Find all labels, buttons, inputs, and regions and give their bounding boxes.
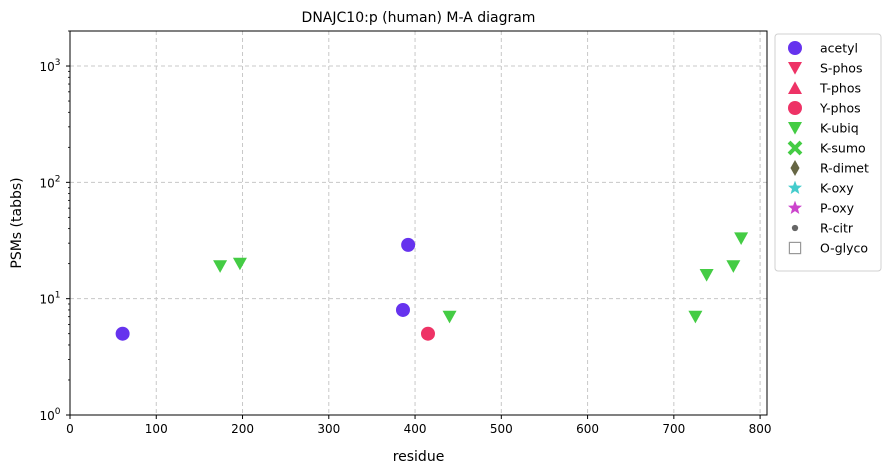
legend-marker-k-ubiq bbox=[788, 122, 802, 135]
data-point-k-ubiq bbox=[726, 260, 741, 273]
legend-label: K-sumo bbox=[820, 141, 866, 156]
y-tick-exponent: 3 bbox=[55, 58, 61, 68]
data-point-acetyl bbox=[401, 237, 416, 252]
legend-marker-o-glyco bbox=[788, 241, 802, 255]
legend-label: R-citr bbox=[820, 221, 854, 236]
y-tick-exponent: 2 bbox=[55, 174, 61, 184]
x-tick-label: 700 bbox=[662, 422, 685, 436]
y-tick-label: 103 bbox=[39, 58, 60, 74]
data-point-acetyl bbox=[395, 302, 410, 317]
x-tick-label: 800 bbox=[749, 422, 772, 436]
legend-marker-k-sumo bbox=[787, 140, 803, 156]
legend-marker-k-oxy bbox=[788, 180, 802, 194]
y-tick-label: 100 bbox=[39, 407, 60, 423]
chart-title: DNAJC10:p (human) M-A diagram bbox=[302, 10, 536, 26]
data-point-acetyl bbox=[115, 326, 130, 341]
data-points bbox=[115, 232, 749, 341]
legend-label: Y-phos bbox=[819, 101, 861, 116]
legend-label: K-oxy bbox=[820, 181, 854, 196]
y-axis-label: PSMs (tabbs) bbox=[9, 177, 25, 268]
legend-marker-r-citr bbox=[791, 224, 799, 232]
legend-label: R-dimet bbox=[820, 161, 869, 176]
legend-marker-k-sumo-stroke bbox=[787, 140, 803, 156]
legend-marker-acetyl bbox=[788, 41, 802, 55]
y-tick-label: 102 bbox=[39, 174, 60, 190]
y-tick-base: 10 bbox=[39, 176, 54, 190]
y-tick-base: 10 bbox=[39, 293, 54, 307]
grid bbox=[70, 31, 767, 415]
legend-label: O-glyco bbox=[820, 241, 868, 256]
legend-marker-t-phos bbox=[788, 81, 802, 94]
x-tick-label: 400 bbox=[404, 422, 427, 436]
data-point-y-phos bbox=[420, 326, 435, 341]
x-tick-label: 300 bbox=[317, 422, 340, 436]
legend-marker-y-phos bbox=[788, 101, 802, 115]
data-point-k-ubiq bbox=[213, 260, 228, 273]
legend: acetyl S-phos T-phos Y-phos K-ubiq K-sumo R-di… bbox=[774, 33, 882, 272]
x-axis: 0 100 200 300 400 500 600 700 800 bbox=[66, 415, 772, 436]
x-tick-label: 200 bbox=[231, 422, 254, 436]
data-point-k-ubiq bbox=[442, 310, 457, 324]
y-tick-base: 10 bbox=[39, 409, 54, 423]
data-point-k-ubiq bbox=[688, 310, 703, 324]
legend-marker-s-phos bbox=[788, 62, 802, 75]
y-tick-exponent: 1 bbox=[55, 291, 61, 301]
legend-label: acetyl bbox=[820, 41, 858, 56]
x-tick-label: 0 bbox=[66, 422, 74, 436]
data-point-k-ubiq bbox=[699, 268, 714, 282]
legend-marker-p-oxy bbox=[788, 200, 802, 214]
x-axis-label: residue bbox=[393, 449, 445, 465]
legend-label: T-phos bbox=[819, 81, 861, 96]
legend-label: P-oxy bbox=[820, 201, 855, 216]
legend-marker-r-dimet bbox=[790, 159, 800, 177]
y-tick-base: 10 bbox=[39, 60, 54, 74]
data-point-k-ubiq bbox=[734, 232, 749, 246]
data-point-k-ubiq bbox=[232, 257, 247, 271]
legend-label: K-ubiq bbox=[820, 121, 859, 136]
y-tick-label: 101 bbox=[39, 291, 60, 307]
x-tick-label: 500 bbox=[490, 422, 513, 436]
y-tick-exponent: 0 bbox=[55, 407, 61, 417]
x-tick-label: 600 bbox=[576, 422, 599, 436]
legend-label: S-phos bbox=[820, 61, 862, 76]
plot-frame bbox=[69, 30, 768, 416]
x-tick-label: 100 bbox=[145, 422, 168, 436]
